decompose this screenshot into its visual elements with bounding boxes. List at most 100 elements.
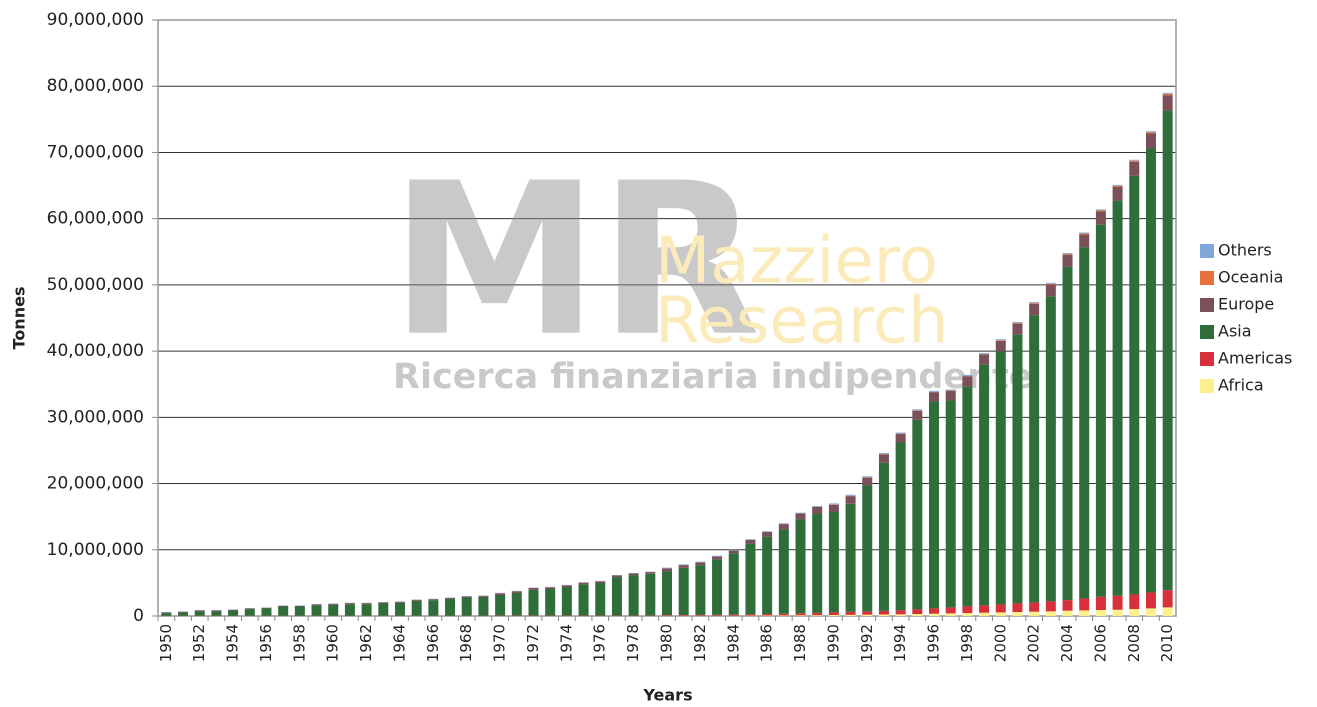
bar-segment (962, 613, 973, 616)
x-tick-label: 1984 (724, 624, 742, 662)
bar-segment (678, 565, 689, 568)
bar-segment (845, 496, 856, 504)
bar-segment (812, 612, 823, 616)
bar-segment (1162, 93, 1173, 96)
bar-segment (862, 485, 873, 612)
bar-segment (979, 364, 990, 606)
x-tick-label: 1998 (958, 624, 976, 662)
legend-label: Oceania (1218, 268, 1283, 287)
bar-segment (929, 392, 940, 402)
bar-segment (1062, 610, 1073, 616)
bar-segment (1012, 334, 1023, 604)
bar-segment (428, 600, 439, 616)
bar-segment (261, 608, 272, 616)
bar-segment (495, 593, 506, 595)
bar-segment (228, 609, 239, 611)
x-tick-label: 1964 (390, 624, 408, 662)
bar-segment (945, 613, 956, 616)
bar-segment (762, 536, 773, 615)
bar-segment (795, 615, 806, 616)
bar-segment (1045, 284, 1056, 297)
bar-segment (1062, 600, 1073, 611)
bar-segment (912, 410, 923, 420)
bar-segment (1162, 110, 1173, 591)
bar-segment (344, 604, 355, 616)
bar-segment (1079, 232, 1090, 234)
bar-segment (995, 351, 1006, 605)
bar-segment (712, 614, 723, 616)
bar-segment (1045, 611, 1056, 616)
bar-segment (1045, 282, 1056, 284)
bar-segment (662, 568, 672, 572)
bar-segment (1095, 610, 1106, 616)
bar-segment (795, 513, 806, 520)
bar-segment (728, 549, 739, 551)
bar-segment (645, 572, 656, 574)
y-tick-label: 10,000,000 (47, 540, 144, 560)
bar-segment (1162, 95, 1173, 111)
bar-segment (344, 603, 355, 605)
bar-segment (1079, 598, 1090, 611)
bar-segment (912, 409, 923, 411)
bar-segment (1029, 315, 1040, 603)
bar-segment (244, 609, 255, 616)
bar-segment (294, 606, 305, 616)
x-tick-label: 1986 (758, 624, 776, 662)
legend-label: Europe (1218, 295, 1274, 314)
bar-segment (762, 532, 773, 537)
bar-segment (895, 433, 906, 443)
bar-segment (528, 587, 539, 590)
bar-segment (1112, 184, 1123, 186)
bar-segment (1045, 283, 1056, 285)
bar-segment (545, 588, 556, 616)
bar-segment (1062, 255, 1073, 267)
x-tick-label: 1974 (557, 624, 575, 662)
bar-segment (995, 339, 1006, 341)
bar-segment (211, 611, 222, 616)
bar-segment (979, 605, 990, 613)
bar-segment (1012, 612, 1023, 616)
bar-segment (511, 592, 522, 616)
bar-segment (194, 610, 205, 612)
legend-swatch (1200, 298, 1214, 312)
bar-segment (1112, 609, 1123, 616)
bar-segment (1095, 210, 1106, 212)
legend-swatch (1200, 271, 1214, 285)
bar-segment (929, 613, 940, 616)
bar-segment (1112, 595, 1123, 610)
bar-segment (678, 615, 689, 616)
bar-segment (394, 602, 405, 616)
legend-swatch (1200, 244, 1214, 258)
bar-segment (1095, 224, 1106, 597)
bar-segment (862, 611, 873, 615)
bar-segment (695, 562, 706, 566)
x-tick-label: 2010 (1158, 624, 1176, 662)
bar-segment (1145, 608, 1156, 616)
bar-segment (1145, 133, 1156, 149)
bar-segment (895, 442, 906, 611)
x-tick-label: 2006 (1091, 624, 1109, 662)
bar-segment (1045, 601, 1056, 612)
bar-segment (862, 476, 873, 478)
bar-segment (628, 575, 639, 616)
bar-segment (745, 543, 756, 615)
x-tick-label: 2002 (1025, 624, 1043, 662)
watermark: MR Mazziero Research Ricerca finanziaria… (390, 138, 1033, 397)
bar-segment (929, 390, 940, 392)
bar-segment (1079, 233, 1090, 235)
bar-segment (662, 615, 672, 616)
bar-segment (1145, 132, 1156, 134)
legend-label: Others (1218, 241, 1272, 260)
bar-segment (1079, 234, 1090, 248)
bar-segment (979, 354, 990, 365)
bar-segment (194, 611, 205, 616)
legend-swatch (1200, 352, 1214, 366)
bar-segment (311, 605, 322, 616)
bar-segment (578, 582, 589, 585)
bar-segment (611, 577, 622, 616)
bar-segment (1129, 159, 1140, 161)
bar-segment (1029, 302, 1040, 304)
bar-segment (845, 494, 856, 496)
bar-segment (1145, 131, 1156, 133)
